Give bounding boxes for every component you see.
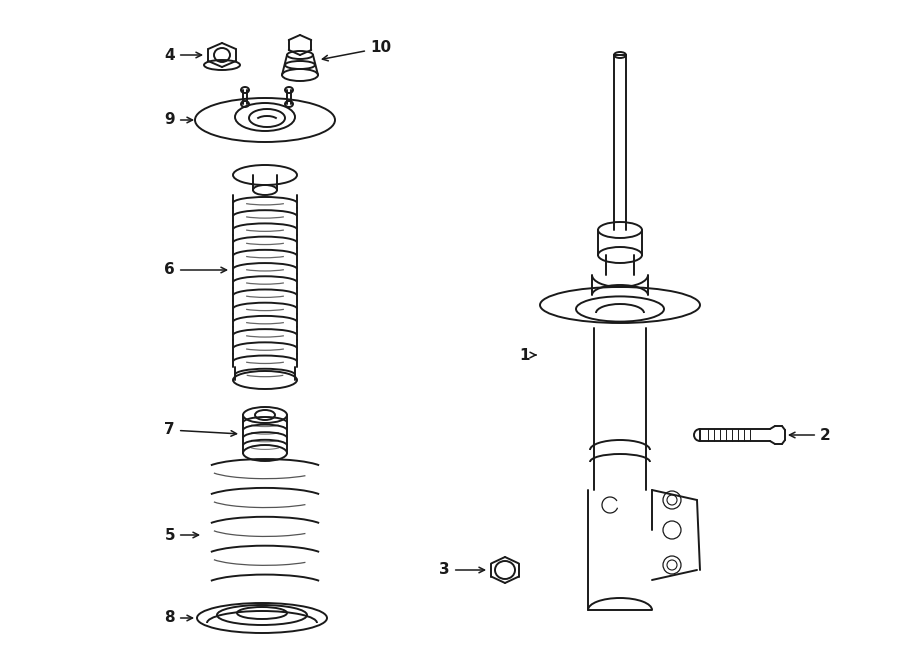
- Text: 1: 1: [519, 348, 536, 362]
- Text: 6: 6: [164, 262, 227, 278]
- Text: 9: 9: [165, 112, 193, 128]
- Text: 10: 10: [322, 40, 392, 61]
- Text: 2: 2: [789, 428, 831, 442]
- Text: 4: 4: [165, 48, 202, 63]
- Text: 5: 5: [165, 527, 199, 543]
- Text: 3: 3: [439, 563, 484, 578]
- Text: 8: 8: [165, 611, 193, 625]
- Text: 7: 7: [165, 422, 237, 438]
